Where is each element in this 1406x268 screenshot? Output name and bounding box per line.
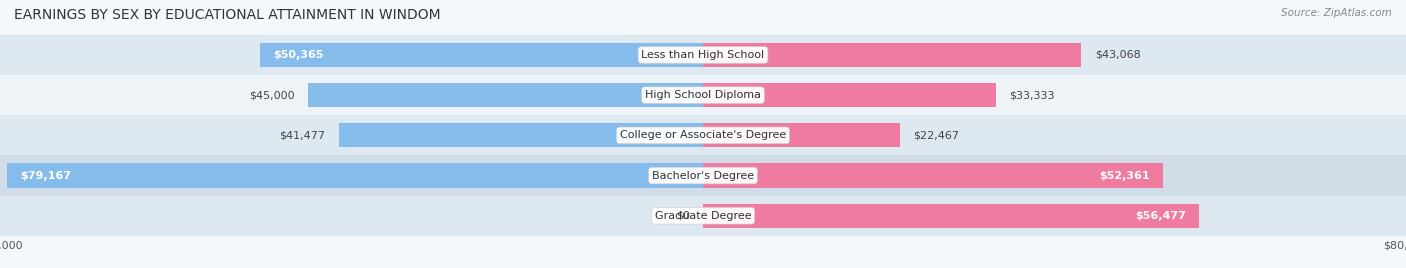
Bar	[0, 75, 1406, 115]
Text: Less than High School: Less than High School	[641, 50, 765, 60]
Text: $33,333: $33,333	[1010, 90, 1054, 100]
Bar	[260, 43, 703, 67]
Bar	[308, 83, 703, 107]
Text: $22,467: $22,467	[914, 130, 960, 140]
Text: $50,365: $50,365	[274, 50, 323, 60]
Bar	[0, 115, 1406, 155]
Bar	[0, 35, 1406, 75]
Text: $79,167: $79,167	[21, 170, 72, 181]
Bar	[703, 163, 1163, 188]
Bar	[0, 155, 1406, 196]
Text: College or Associate's Degree: College or Associate's Degree	[620, 130, 786, 140]
Text: $0: $0	[676, 211, 690, 221]
Bar	[703, 204, 1199, 228]
Text: $45,000: $45,000	[249, 90, 294, 100]
Text: Graduate Degree: Graduate Degree	[655, 211, 751, 221]
Bar	[339, 123, 703, 147]
Text: EARNINGS BY SEX BY EDUCATIONAL ATTAINMENT IN WINDOM: EARNINGS BY SEX BY EDUCATIONAL ATTAINMEN…	[14, 8, 440, 22]
Text: $43,068: $43,068	[1095, 50, 1140, 60]
Bar	[0, 196, 1406, 236]
Bar	[7, 163, 703, 188]
Text: Source: ZipAtlas.com: Source: ZipAtlas.com	[1281, 8, 1392, 18]
Bar	[703, 83, 995, 107]
Text: High School Diploma: High School Diploma	[645, 90, 761, 100]
Text: $52,361: $52,361	[1099, 170, 1150, 181]
Bar	[703, 123, 900, 147]
Text: $56,477: $56,477	[1135, 211, 1187, 221]
Bar	[703, 43, 1081, 67]
Text: $41,477: $41,477	[280, 130, 325, 140]
Text: Bachelor's Degree: Bachelor's Degree	[652, 170, 754, 181]
